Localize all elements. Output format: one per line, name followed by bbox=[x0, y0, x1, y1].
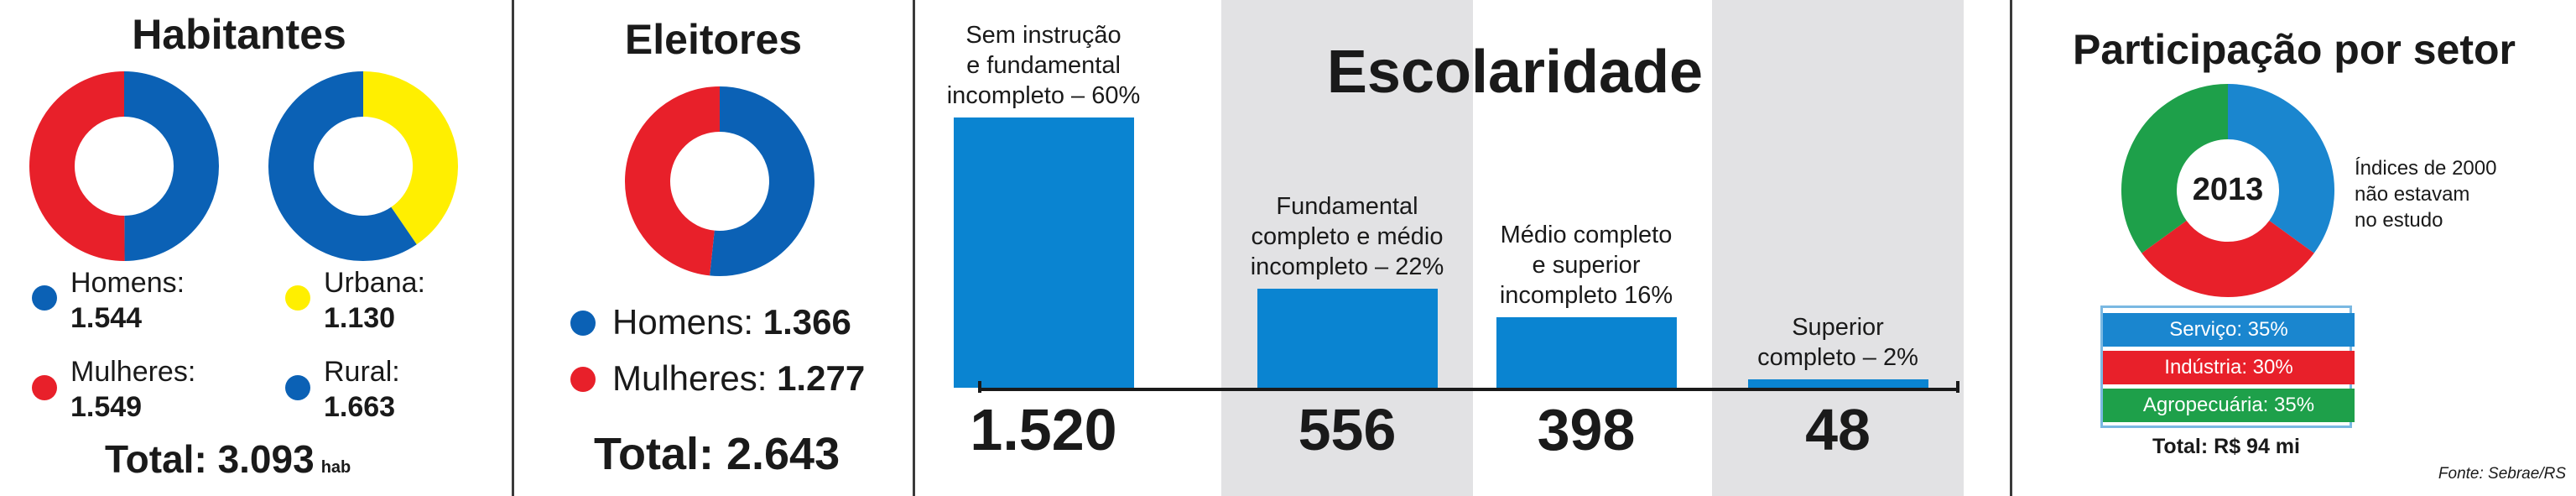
setor-row-agropecuaria: Agropecuária: 35% bbox=[2103, 389, 2355, 422]
rural-legend-dot bbox=[285, 375, 310, 400]
escolaridade-bar-label-line: Superior bbox=[1792, 313, 1884, 341]
escolaridade-bar-label-line: incompleto – 60% bbox=[946, 82, 1141, 109]
rural-legend-value: 1.663 bbox=[324, 391, 396, 423]
donut-slice-rural bbox=[268, 71, 417, 261]
escolaridade-bar-value: 398 bbox=[1537, 397, 1636, 462]
habitantes-total: Total: 3.093 hab bbox=[105, 436, 351, 482]
eleitores-homens-label: Homens: bbox=[612, 302, 754, 342]
setor-note-line: no estudo bbox=[2355, 209, 2443, 232]
habitantes-area-donut bbox=[268, 71, 458, 261]
escolaridade-bar-label-line: Sem instrução bbox=[965, 22, 1121, 49]
homens-legend-dot bbox=[32, 285, 57, 311]
divider-3 bbox=[2010, 0, 2012, 496]
setor-total: Total: R$ 94 mi bbox=[2152, 435, 2300, 458]
mulheres-legend-value: 1.549 bbox=[70, 391, 143, 423]
setor-center-label: 2013 bbox=[2192, 172, 2264, 207]
escolaridade-bar-label: Superior completo – 2% bbox=[1687, 312, 1989, 373]
escolaridade-bar-value: 48 bbox=[1805, 397, 1871, 462]
eleitores-homens-row: Homens: 1.366 bbox=[612, 302, 851, 342]
escolaridade-bar-label-line: incompleto – 22% bbox=[1250, 253, 1444, 281]
habitantes-total-label: Total: 3.093 bbox=[105, 437, 315, 481]
eleitores-panel: Eleitores Homens: 1.366 Mulheres: 1.277 … bbox=[514, 0, 913, 496]
setor-title: Participação por setor bbox=[2073, 26, 2516, 73]
eleitores-homens-value: 1.366 bbox=[762, 302, 851, 342]
escolaridade-bar-label-line: e fundamental bbox=[966, 52, 1121, 79]
escolaridade-shaded-column bbox=[1221, 0, 1473, 496]
donut-slice-urbana bbox=[362, 71, 458, 245]
eleitores-total: Total: 2.643 bbox=[594, 429, 840, 479]
setor-note-line: Índices de 2000 bbox=[2355, 157, 2497, 180]
escolaridade-bar bbox=[1496, 316, 1677, 388]
escolaridade-bar-label-line: e superior bbox=[1532, 251, 1641, 279]
escolaridade-shaded-column bbox=[1712, 0, 1964, 496]
escolaridade-bar-label-line: Médio completo bbox=[1500, 221, 1673, 248]
escolaridade-bars: Sem instrução e fundamental incompleto – 6… bbox=[915, 0, 2010, 496]
escolaridade-baseline-tick-right bbox=[1956, 381, 1959, 393]
donut-slice-homens bbox=[123, 71, 219, 261]
escolaridade-baseline-tick-left bbox=[978, 381, 981, 393]
donut-slice-agropecuária bbox=[2121, 84, 2230, 253]
escolaridade-bar-label: Médio completo e superior incompleto 16% bbox=[1435, 220, 1737, 311]
escolaridade-bar bbox=[1747, 379, 1928, 388]
habitantes-gender-donut bbox=[29, 71, 219, 261]
urbana-legend-label: Urbana: bbox=[324, 267, 425, 299]
setor-note-line: não estavam bbox=[2355, 183, 2470, 206]
eleitores-title: Eleitores bbox=[624, 16, 803, 63]
escolaridade-bar-value: 556 bbox=[1298, 397, 1397, 462]
homens-legend-label: Homens: bbox=[70, 267, 185, 299]
escolaridade-baseline bbox=[978, 388, 1959, 391]
donut-slice-mulheres bbox=[29, 71, 126, 261]
escolaridade-bar-label: Fundamental completo e médio incompleto – … bbox=[1196, 191, 1498, 282]
eleitores-gender-donut bbox=[625, 86, 814, 276]
escolaridade-bar bbox=[1257, 289, 1438, 388]
escolaridade-bar-label-line: completo e médio bbox=[1251, 223, 1444, 251]
donut-slice-indústria bbox=[2141, 219, 2314, 297]
urbana-legend-value: 1.130 bbox=[324, 302, 396, 334]
setor-row-industria: Indústria: 30% bbox=[2103, 351, 2355, 384]
eleitores-mulheres-row: Mulheres: 1.277 bbox=[612, 358, 865, 399]
habitantes-total-unit: hab bbox=[320, 458, 351, 477]
donut-slice-homens bbox=[710, 86, 814, 276]
mulheres-legend-dot bbox=[32, 375, 57, 400]
escolaridade-title: Escolaridade bbox=[1326, 39, 1704, 106]
source-note: Fonte: Sebrae/RS bbox=[2438, 465, 2566, 483]
divider-1 bbox=[512, 0, 514, 496]
escolaridade-bar-label-line: Fundamental bbox=[1276, 193, 1418, 221]
habitantes-title: Habitantes bbox=[132, 11, 346, 58]
escolaridade-bar-label-line: completo – 2% bbox=[1757, 343, 1918, 371]
setor-donut bbox=[2121, 84, 2334, 297]
setor-panel: Participação por setor 2013 Índices de 2… bbox=[2012, 0, 2576, 496]
homens-legend-value: 1.544 bbox=[70, 302, 143, 334]
divider-2 bbox=[913, 0, 915, 496]
rural-legend-label: Rural: bbox=[324, 356, 400, 388]
escolaridade-panel: Escolaridade Sem instrução e fundamental i… bbox=[915, 0, 2010, 496]
eleitores-homens-dot bbox=[570, 311, 596, 336]
urbana-legend-dot bbox=[285, 285, 310, 311]
escolaridade-bar bbox=[953, 117, 1134, 388]
eleitores-mulheres-dot bbox=[570, 367, 596, 392]
donut-slice-serviço bbox=[2226, 84, 2334, 253]
escolaridade-bar-label: Sem instrução e fundamental incompleto – 6… bbox=[892, 20, 1194, 111]
donut-slice-mulheres bbox=[625, 86, 721, 276]
setor-note: Índices de 2000 não estavam no estudo bbox=[2355, 155, 2496, 233]
eleitores-mulheres-value: 1.277 bbox=[777, 358, 866, 398]
escolaridade-bar-value: 1.520 bbox=[970, 397, 1117, 462]
habitantes-panel: Habitantes Homens: 1.544 Mulheres: 1.549… bbox=[0, 0, 512, 496]
setor-row-servico: Serviço: 35% bbox=[2103, 313, 2355, 347]
escolaridade-bar-label-line: incompleto 16% bbox=[1499, 281, 1673, 309]
setor-table: Serviço: 35% Indústria: 30% Agropecuária… bbox=[2100, 305, 2355, 428]
eleitores-mulheres-label: Mulheres: bbox=[612, 358, 768, 398]
mulheres-legend-label: Mulheres: bbox=[70, 356, 196, 388]
